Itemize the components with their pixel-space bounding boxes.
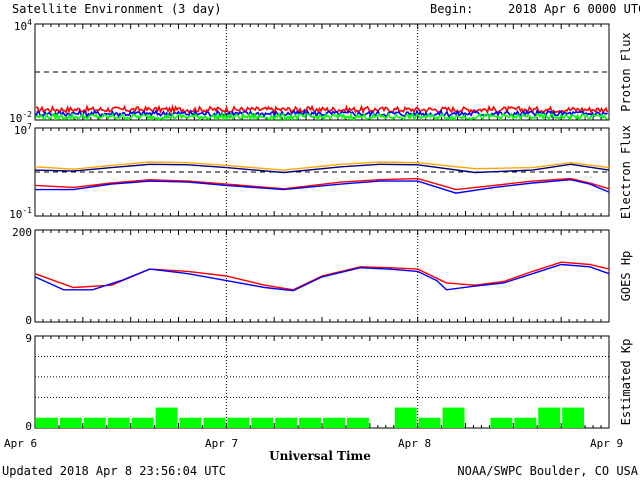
- begin-value: 2018 Apr 6 0000 UTC: [508, 2, 640, 16]
- y-tick-label-bottom-electron-flux: 10-1: [9, 206, 32, 221]
- x-tick-label-apr8: Apr 8: [398, 437, 431, 450]
- kp-bar: [346, 417, 369, 428]
- y-tick-label-bottom-goes-hp: 0: [25, 314, 32, 327]
- x-tick-label-apr6: Apr 6: [4, 437, 37, 450]
- kp-bar: [203, 417, 226, 428]
- kp-bar: [227, 417, 250, 428]
- electron-series-red: [34, 177, 610, 191]
- kp-bar: [107, 417, 130, 428]
- x-tick-label-apr9: Apr 9: [590, 437, 623, 450]
- kp-bar: [36, 417, 58, 428]
- kp-bar: [155, 407, 178, 428]
- goes-hp-series-blue: [34, 263, 610, 292]
- y-axis-title-electron-flux: Electron Flux: [619, 125, 633, 219]
- panel-frame-estimated-kp: [34, 335, 610, 429]
- y-tick-label-top-proton-flux: 104: [14, 18, 32, 33]
- kp-bar: [299, 417, 321, 428]
- x-tick-label-apr7: Apr 7: [205, 437, 238, 450]
- kp-bar: [131, 417, 154, 428]
- updated-timestamp: Updated 2018 Apr 8 23:56:04 UTC: [2, 464, 226, 478]
- y-tick-label-top-goes-hp: 200: [12, 226, 32, 239]
- electron-series-navy: [34, 163, 610, 174]
- kp-bar: [179, 417, 202, 428]
- kp-bar: [251, 417, 274, 428]
- kp-bar: [59, 417, 82, 428]
- y-tick-label-top-electron-flux: 107: [14, 122, 32, 137]
- kp-bar: [418, 417, 441, 428]
- x-axis-title: Universal Time: [269, 449, 371, 463]
- kp-bar: [442, 407, 465, 428]
- proton-series-red: [35, 103, 609, 116]
- kp-bar: [514, 417, 537, 428]
- proton-series-green: [35, 111, 608, 123]
- y-tick-label-bottom-estimated-kp: 0: [25, 420, 32, 433]
- electron-series-blue: [35, 178, 610, 194]
- credit-text: NOAA/SWPC Boulder, CO USA: [457, 464, 638, 478]
- kp-bar: [394, 407, 417, 428]
- kp-bar: [490, 417, 513, 428]
- y-tick-label-bottom-proton-flux: 10-2: [9, 110, 32, 125]
- y-axis-title-goes-hp: GOES Hp: [619, 251, 633, 302]
- begin-label: Begin:: [430, 2, 473, 16]
- y-axis-title-estimated-kp: Estimated Kp: [619, 339, 633, 426]
- kp-bar: [83, 417, 106, 428]
- electron-series-orange: [34, 161, 610, 171]
- y-axis-title-proton-flux: Proton Flux: [619, 32, 633, 111]
- kp-bar: [562, 407, 585, 428]
- kp-bar: [538, 407, 561, 428]
- chart-title: Satellite Environment (3 day): [12, 2, 222, 16]
- goes-hp-series-red: [34, 261, 610, 291]
- kp-bar: [323, 417, 345, 428]
- y-tick-label-top-estimated-kp: 9: [25, 332, 32, 345]
- kp-bar: [275, 417, 298, 428]
